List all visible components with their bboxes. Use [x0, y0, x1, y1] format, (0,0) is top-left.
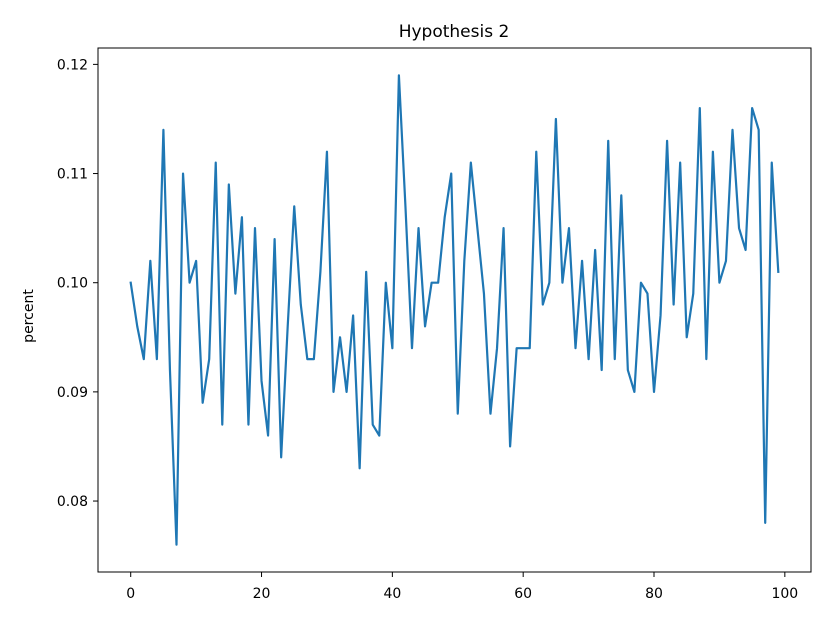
y-tick-label: 0.12: [57, 57, 88, 73]
y-tick-label: 0.09: [57, 385, 88, 401]
x-axis: 0 20 40 60 80 100: [126, 572, 798, 602]
x-tick-label: 80: [645, 586, 663, 602]
x-tick-label: 40: [383, 586, 401, 602]
x-tick-label: 0: [126, 586, 135, 602]
chart-title: Hypothesis 2: [399, 22, 510, 42]
y-axis-label: percent: [21, 289, 37, 343]
plot-frame: [97, 47, 812, 573]
y-tick-label: 0.11: [57, 167, 88, 183]
y-tick-label: 0.10: [57, 276, 88, 292]
y-tick-label: 0.08: [57, 494, 88, 510]
x-tick-label: 100: [771, 586, 798, 602]
y-axis: 0.08 0.09 0.10 0.11 0.12: [57, 57, 98, 510]
x-tick-label: 20: [253, 586, 271, 602]
x-tick-label: 60: [514, 586, 532, 602]
series-line-0: [129, 74, 780, 546]
series-layer: [129, 74, 780, 546]
